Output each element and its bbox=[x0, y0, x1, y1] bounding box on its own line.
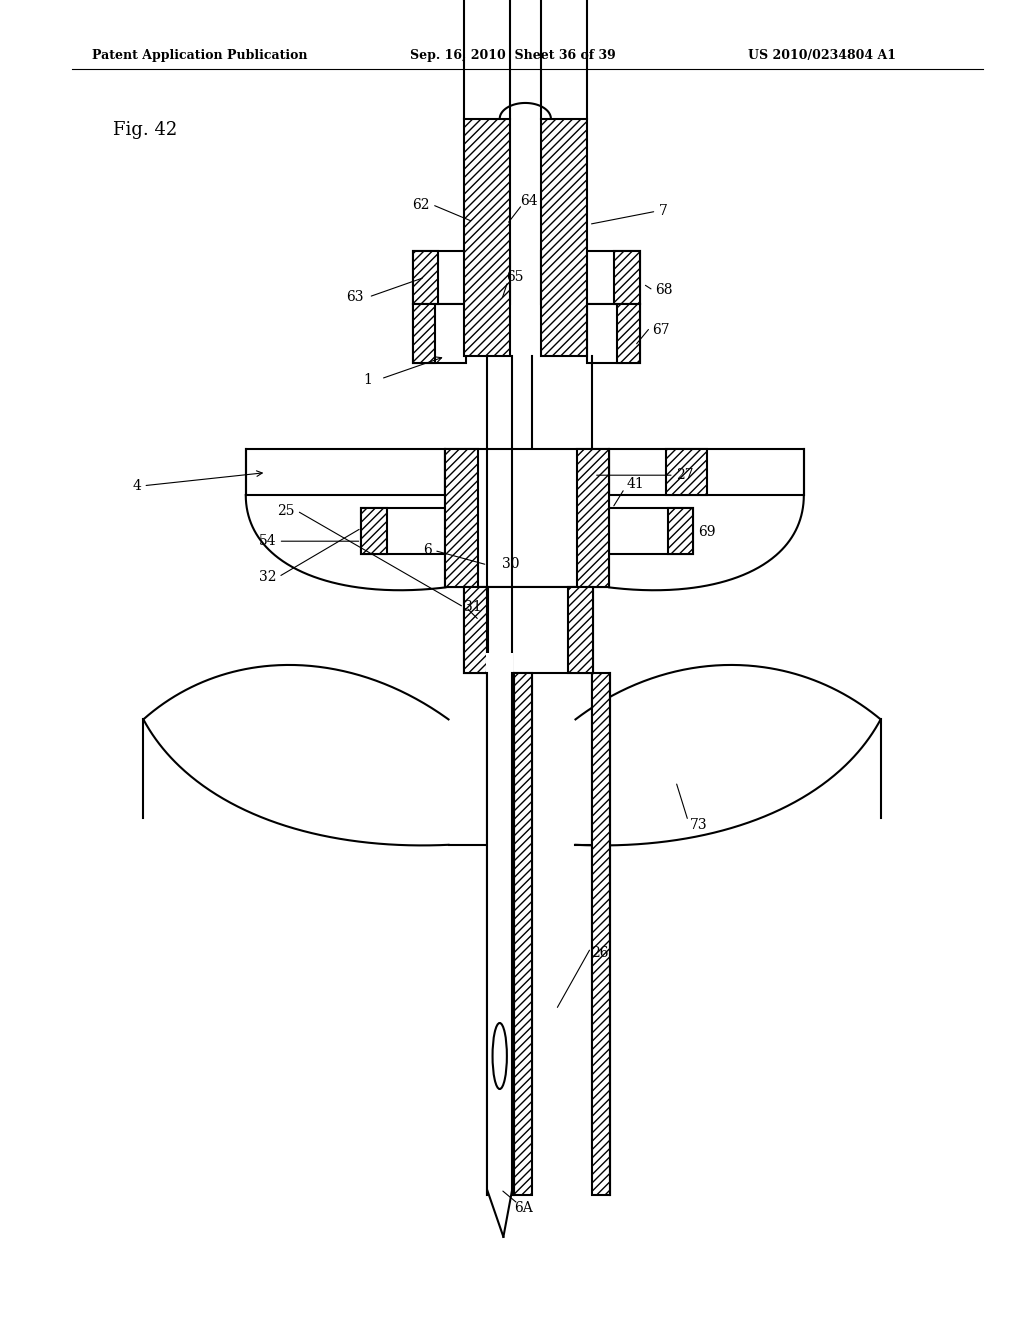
Text: 31: 31 bbox=[464, 601, 481, 614]
Bar bbox=[614, 251, 640, 304]
Bar bbox=[413, 304, 466, 363]
Text: 7: 7 bbox=[658, 205, 668, 218]
Text: Patent Application Publication: Patent Application Publication bbox=[92, 49, 307, 62]
Text: 30: 30 bbox=[502, 557, 519, 570]
Text: 65: 65 bbox=[506, 271, 523, 284]
Text: 25: 25 bbox=[278, 504, 295, 517]
Text: 68: 68 bbox=[655, 284, 673, 297]
Bar bbox=[587, 304, 640, 363]
Text: 4: 4 bbox=[132, 479, 141, 492]
Bar bbox=[617, 304, 640, 363]
Text: 1: 1 bbox=[364, 374, 373, 387]
Text: 64: 64 bbox=[520, 194, 538, 207]
Bar bbox=[514, 673, 532, 1195]
Bar bbox=[361, 508, 445, 554]
Text: 26: 26 bbox=[591, 946, 608, 960]
Bar bbox=[577, 449, 609, 587]
Text: 54: 54 bbox=[259, 535, 276, 548]
Bar bbox=[445, 449, 609, 587]
Bar bbox=[609, 508, 693, 554]
Text: 41: 41 bbox=[627, 478, 644, 491]
Bar bbox=[246, 449, 445, 495]
Ellipse shape bbox=[493, 1023, 507, 1089]
Text: 67: 67 bbox=[652, 323, 670, 337]
Text: 62: 62 bbox=[413, 198, 430, 211]
Bar bbox=[464, 119, 510, 356]
Text: US 2010/0234804 A1: US 2010/0234804 A1 bbox=[748, 49, 896, 62]
Bar bbox=[541, 119, 587, 356]
Text: 6A: 6A bbox=[514, 1201, 532, 1214]
Bar bbox=[413, 304, 435, 363]
Bar bbox=[413, 251, 438, 304]
Text: 32: 32 bbox=[259, 570, 276, 583]
Text: 27: 27 bbox=[676, 469, 693, 482]
Text: 69: 69 bbox=[698, 525, 716, 539]
Text: 63: 63 bbox=[346, 290, 364, 304]
Bar bbox=[541, 251, 640, 304]
Bar bbox=[609, 449, 804, 495]
Bar bbox=[413, 251, 510, 304]
Text: 73: 73 bbox=[690, 818, 708, 832]
Bar bbox=[464, 587, 593, 673]
Bar bbox=[361, 508, 387, 554]
Bar bbox=[568, 587, 593, 673]
Bar bbox=[592, 673, 610, 1195]
Bar bbox=[486, 653, 513, 1201]
Text: Fig. 42: Fig. 42 bbox=[113, 121, 177, 140]
Text: Sep. 16, 2010  Sheet 36 of 39: Sep. 16, 2010 Sheet 36 of 39 bbox=[410, 49, 615, 62]
Bar bbox=[445, 449, 478, 587]
Bar bbox=[464, 587, 488, 673]
Text: 6: 6 bbox=[423, 544, 432, 557]
Bar bbox=[668, 508, 693, 554]
Bar bbox=[666, 449, 707, 495]
